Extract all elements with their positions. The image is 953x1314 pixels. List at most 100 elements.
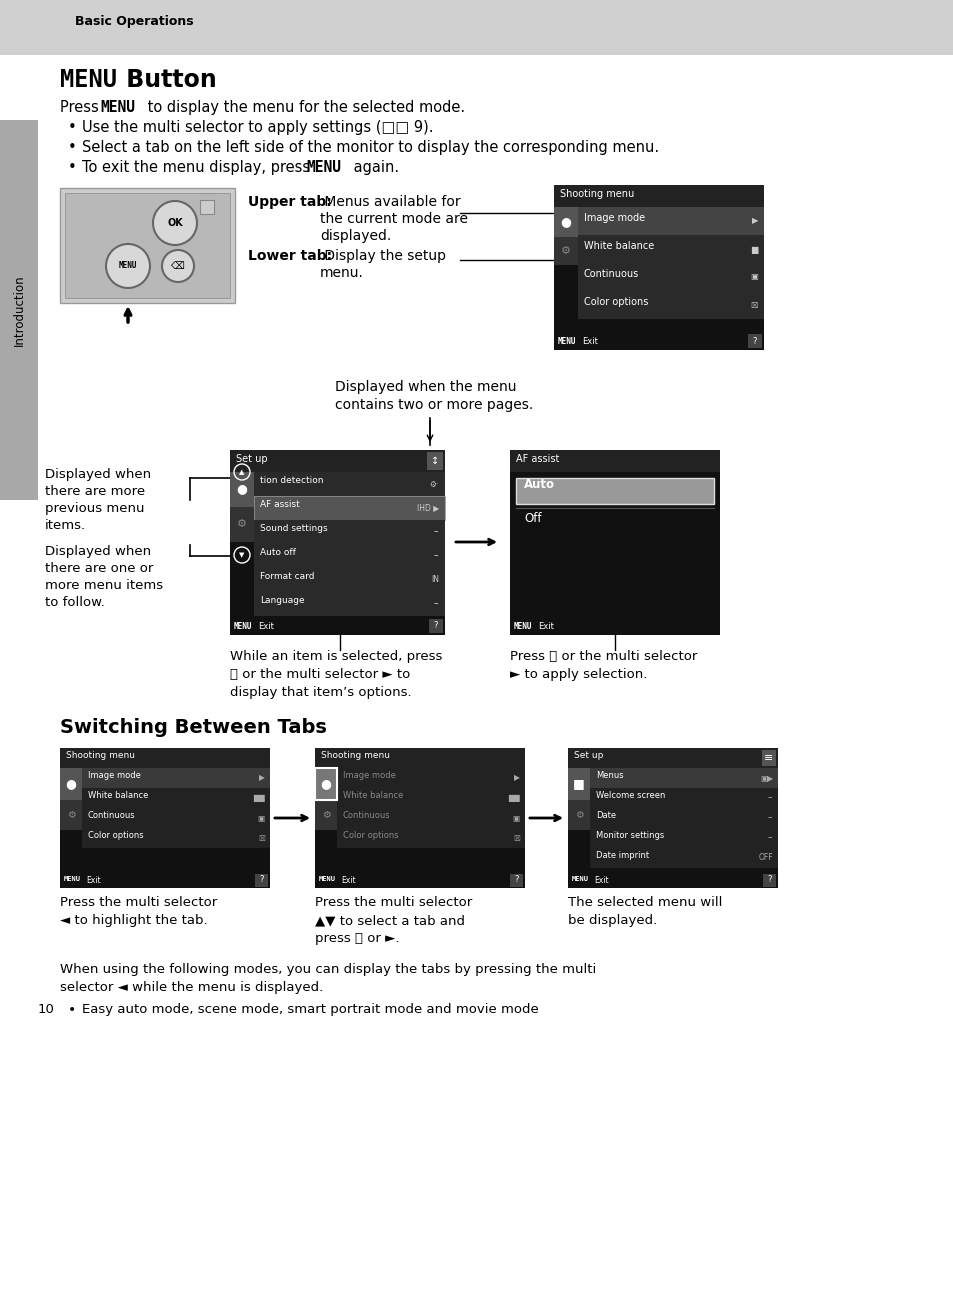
Text: --: -- xyxy=(767,813,772,823)
Bar xyxy=(60,188,234,304)
Circle shape xyxy=(106,244,150,288)
Text: Continuous: Continuous xyxy=(343,811,390,820)
Text: Easy auto mode, scene mode, smart portrait mode and movie mode: Easy auto mode, scene mode, smart portra… xyxy=(82,1003,538,1016)
Text: ▣: ▣ xyxy=(512,813,519,823)
Text: Switching Between Tabs: Switching Between Tabs xyxy=(60,717,327,737)
Text: ⚙: ⚙ xyxy=(236,519,247,530)
Bar xyxy=(336,828,524,848)
Text: selector ◄ while the menu is displayed.: selector ◄ while the menu is displayed. xyxy=(60,982,323,993)
Text: ↕: ↕ xyxy=(431,456,438,466)
Bar xyxy=(589,828,778,848)
Text: ► to apply selection.: ► to apply selection. xyxy=(510,668,647,681)
Text: MENU: MENU xyxy=(60,68,117,92)
Text: MENU: MENU xyxy=(558,336,576,346)
Text: Press the multi selector: Press the multi selector xyxy=(314,896,472,909)
Text: Shooting menu: Shooting menu xyxy=(320,752,390,759)
Text: Auto off: Auto off xyxy=(260,548,295,557)
Text: MENU: MENU xyxy=(572,876,588,882)
Bar xyxy=(230,472,253,507)
Bar xyxy=(65,193,230,298)
Bar xyxy=(762,874,775,887)
Text: Set up: Set up xyxy=(235,455,268,464)
Text: Menus available for: Menus available for xyxy=(319,194,460,209)
Text: press ⓞ or ►.: press ⓞ or ►. xyxy=(314,932,399,945)
Text: Introduction: Introduction xyxy=(12,275,26,346)
Text: Set up: Set up xyxy=(574,752,602,759)
Text: White balance: White balance xyxy=(343,791,403,800)
Text: MENU: MENU xyxy=(514,622,532,631)
Text: MENU: MENU xyxy=(118,261,137,271)
Bar xyxy=(336,788,524,808)
Text: IN: IN xyxy=(431,576,438,585)
Text: Press ⓞ or the multi selector: Press ⓞ or the multi selector xyxy=(510,650,697,664)
Text: Welcome screen: Welcome screen xyxy=(596,791,664,800)
Text: ?: ? xyxy=(752,336,757,346)
Bar xyxy=(314,767,336,800)
Text: MENU: MENU xyxy=(306,160,340,175)
Bar xyxy=(82,767,270,788)
Text: MENU: MENU xyxy=(233,622,253,631)
Text: Press: Press xyxy=(60,100,103,116)
Text: --: -- xyxy=(767,833,772,842)
Text: ●: ● xyxy=(236,482,247,495)
Text: White balance: White balance xyxy=(88,791,149,800)
Text: --: -- xyxy=(433,527,438,536)
Text: ▣: ▣ xyxy=(257,813,265,823)
Bar xyxy=(589,848,778,869)
Text: ?: ? xyxy=(767,875,771,884)
Text: OK: OK xyxy=(167,218,183,229)
Text: Menus: Menus xyxy=(596,771,623,781)
Bar xyxy=(253,472,444,495)
Text: Display the setup: Display the setup xyxy=(319,248,446,263)
Bar xyxy=(510,618,720,635)
Bar xyxy=(761,750,775,766)
Bar xyxy=(253,495,444,520)
Text: Exit: Exit xyxy=(537,622,554,631)
Text: ⚙: ⚙ xyxy=(67,809,75,820)
Text: ⚙: ⚙ xyxy=(574,809,583,820)
Bar xyxy=(230,449,444,472)
Bar xyxy=(60,800,82,830)
Text: Use the multi selector to apply settings (□□ 9).: Use the multi selector to apply settings… xyxy=(82,120,433,135)
Text: Exit: Exit xyxy=(86,876,100,886)
Bar xyxy=(314,872,524,888)
Text: AF assist: AF assist xyxy=(516,455,558,464)
Text: Image mode: Image mode xyxy=(343,771,395,781)
Text: ⚙·: ⚙· xyxy=(429,480,438,489)
Bar xyxy=(253,544,444,568)
Text: Upper tab:: Upper tab: xyxy=(248,194,332,209)
Text: ≡: ≡ xyxy=(763,753,773,763)
Text: Press the multi selector: Press the multi selector xyxy=(60,896,217,909)
Text: be displayed.: be displayed. xyxy=(567,915,657,926)
Bar xyxy=(253,520,444,544)
Text: ▣: ▣ xyxy=(749,272,758,281)
Bar xyxy=(230,618,444,635)
Text: AF assist: AF assist xyxy=(260,501,299,509)
Circle shape xyxy=(162,250,193,283)
Text: ☒: ☒ xyxy=(750,301,758,310)
Bar xyxy=(567,748,778,767)
Text: Color options: Color options xyxy=(88,830,144,840)
Text: ▶: ▶ xyxy=(514,774,519,783)
Text: ▲: ▲ xyxy=(239,469,244,474)
Bar xyxy=(567,800,589,830)
Text: Date imprint: Date imprint xyxy=(596,851,648,859)
Text: The selected menu will: The selected menu will xyxy=(567,896,721,909)
Bar xyxy=(578,263,763,290)
Text: tion detection: tion detection xyxy=(260,476,323,485)
Text: 10: 10 xyxy=(38,1003,55,1016)
Text: •: • xyxy=(68,141,76,155)
Text: ☒: ☒ xyxy=(258,833,265,842)
Text: there are one or: there are one or xyxy=(45,562,153,576)
Bar xyxy=(567,767,589,800)
Text: •: • xyxy=(68,160,76,175)
Text: Lower tab:: Lower tab: xyxy=(248,248,332,263)
Bar xyxy=(0,0,953,55)
Text: OFF: OFF xyxy=(758,854,772,862)
Bar xyxy=(510,449,720,472)
Text: ◄ to highlight the tab.: ◄ to highlight the tab. xyxy=(60,915,208,926)
Bar xyxy=(60,748,270,888)
Text: ●: ● xyxy=(320,778,331,791)
Bar xyxy=(253,568,444,593)
Bar xyxy=(60,748,270,767)
